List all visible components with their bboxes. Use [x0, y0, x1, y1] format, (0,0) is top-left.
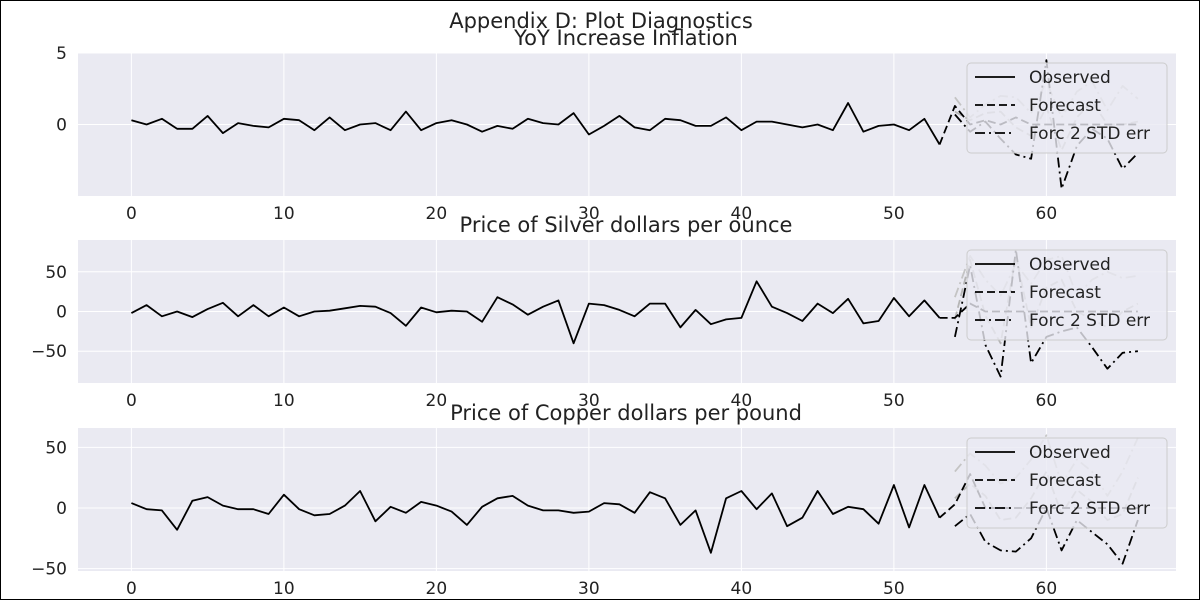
- x-tick-label: 60: [1036, 391, 1058, 411]
- legend-label: Observed: [1029, 443, 1111, 463]
- y-tick-label: 5: [56, 44, 67, 64]
- legend-label: Forc 2 STD err: [1029, 124, 1150, 144]
- subplot-title: YoY Increase Inflation: [513, 26, 738, 50]
- y-tick-label: 0: [56, 499, 67, 519]
- y-tick-label: −50: [31, 342, 67, 362]
- subplot-title: Price of Silver dollars per ounce: [460, 213, 793, 237]
- y-tick-label: 0: [56, 303, 67, 323]
- x-tick-label: 0: [126, 579, 137, 599]
- x-tick-label: 30: [578, 391, 600, 411]
- y-tick-label: 0: [56, 116, 67, 136]
- x-tick-label: 60: [1036, 204, 1058, 224]
- legend: Observed Forecast Forc 2 STD err: [966, 249, 1168, 341]
- y-tick-label: −50: [31, 560, 67, 580]
- legend-label: Observed: [1029, 68, 1111, 88]
- x-tick-label: 30: [578, 204, 600, 224]
- x-tick-label: 10: [273, 391, 295, 411]
- x-tick-label: 10: [273, 579, 295, 599]
- legend-label: Forecast: [1029, 283, 1101, 303]
- x-tick-label: 40: [731, 391, 753, 411]
- legend-label: Forecast: [1029, 471, 1101, 491]
- legend-label: Observed: [1029, 255, 1111, 275]
- x-tick-label: 50: [883, 391, 905, 411]
- legend-label: Forc 2 STD err: [1029, 311, 1150, 331]
- series-line-observed: [131, 484, 941, 554]
- x-tick-label: 0: [126, 391, 137, 411]
- x-tick-label: 20: [426, 204, 448, 224]
- series-line-observed: [130, 280, 941, 345]
- subplot-title: Price of Copper dollars per pound: [450, 401, 802, 425]
- legend: Observed Forecast Forc 2 STD err: [966, 437, 1168, 529]
- legend-box: [966, 62, 1168, 154]
- y-tick-label: 50: [45, 263, 67, 283]
- x-tick-label: 40: [731, 579, 753, 599]
- legend-label: Forc 2 STD err: [1029, 499, 1150, 519]
- x-tick-label: 20: [426, 391, 448, 411]
- x-tick-label: 40: [731, 204, 753, 224]
- legend-label: Forecast: [1029, 96, 1101, 116]
- legend-box: [966, 249, 1168, 341]
- subplot-2: 0 10 20 30 40 50 60 50 0 −50 Observed Forecast Forc …: [31, 213, 1176, 411]
- x-tick-label: 0: [126, 204, 137, 224]
- x-tick-label: 60: [1036, 579, 1058, 599]
- subplot-3: 0 10 20 30 40 50 60 50 0 −50 Observed Forecast Forc …: [31, 401, 1176, 599]
- x-tick-label: 10: [273, 204, 295, 224]
- x-tick-label: 50: [883, 579, 905, 599]
- series-line-observed: [131, 102, 941, 145]
- legend: Observed Forecast Forc 2 STD err: [966, 62, 1168, 154]
- x-tick-label: 50: [883, 204, 905, 224]
- x-tick-label: 30: [578, 579, 600, 599]
- x-tick-label: 20: [426, 579, 448, 599]
- legend-box: [966, 437, 1168, 529]
- y-tick-label: 50: [45, 438, 67, 458]
- figure-suptitle: Appendix D: Plot Diagnostics: [449, 9, 753, 33]
